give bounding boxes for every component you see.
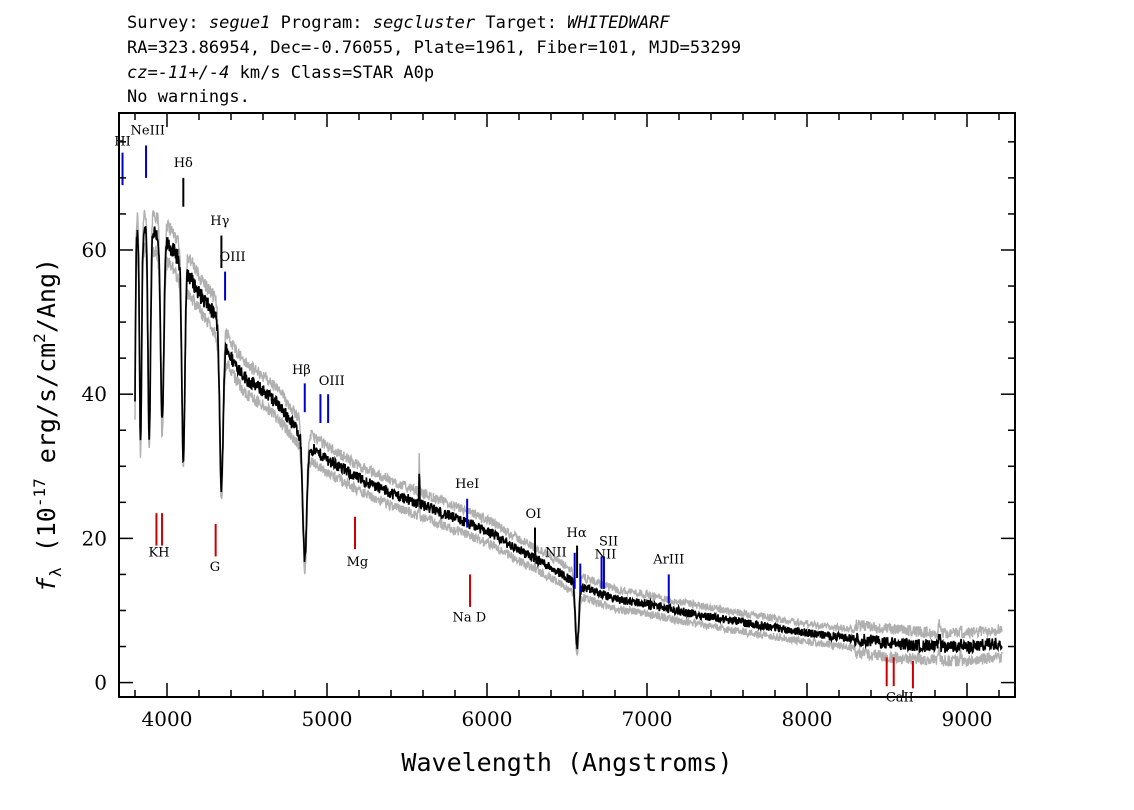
header-line-2: RA=323.86954, Dec=-0.76055, Plate=1961, … <box>127 38 742 58</box>
cz-rest: km/s Class=STAR A0p <box>229 63 435 83</box>
emission-label: NeIII <box>131 124 165 139</box>
y-title-sub: λ <box>46 567 65 577</box>
survey-value: segue1 <box>208 13 271 33</box>
emission-label: ArIII <box>652 553 684 568</box>
survey-label: Survey: <box>127 13 199 33</box>
emission-label: SII <box>599 535 618 550</box>
absorption-label: Na D <box>453 610 487 625</box>
emission-label: Hα <box>567 526 587 541</box>
y-title-post: /Ang) <box>32 258 61 333</box>
emission-label: NII <box>545 545 567 560</box>
target-label: Target: <box>485 13 557 33</box>
x-tick-label: 4000 <box>142 707 193 731</box>
emission-label: HeI <box>455 477 479 492</box>
error-lower-line <box>134 242 1003 667</box>
x-axis-title: Wavelength (Angstroms) <box>401 748 732 777</box>
x-tick-label: 7000 <box>622 707 673 731</box>
y-tick-label: 20 <box>82 526 107 550</box>
flux-layer <box>134 226 1003 655</box>
axes-layer: 4000 5000 6000 7000 8000 9000 0 20 40 60 <box>82 112 1016 731</box>
cz-value: -11+/-4 <box>157 63 230 83</box>
emission-label: OIII <box>220 250 246 265</box>
emission-label: Hγ <box>210 214 229 229</box>
header-line-4: No warnings. <box>127 87 250 107</box>
plot-frame <box>118 112 1016 698</box>
header-line-3: cz=-11+/-4 km/s Class=STAR A0p <box>127 63 435 83</box>
target-value: WHITEDWARF <box>567 13 670 33</box>
header-line-1: Survey: segue1 Program: segcluster Targe… <box>127 12 670 34</box>
emission-label: OIII <box>319 374 345 389</box>
y-axis-title: fλ (10-17 erg/s/cm2/Ang) <box>30 258 65 592</box>
error-upper-line <box>134 209 1003 642</box>
emission-label: Hβ <box>292 363 311 378</box>
absorption-label: Mg <box>347 555 369 570</box>
emission-label: NII <box>595 548 617 563</box>
absorption-label: KH <box>148 545 169 560</box>
emission-label: OI <box>526 507 542 522</box>
program-value: segcluster <box>372 13 476 33</box>
error-layer <box>134 209 1003 667</box>
y-title-pre: (10 <box>32 507 61 567</box>
x-tick-label: 5000 <box>302 707 353 731</box>
y-tick-label: 60 <box>82 238 107 262</box>
cz-label: cz <box>127 63 148 83</box>
flux-line <box>134 226 1003 655</box>
y-title-mid: erg/s/cm <box>32 343 61 478</box>
program-label: Program: <box>280 13 363 33</box>
x-tick-label: 9000 <box>942 707 993 731</box>
y-title-exp2: 2 <box>30 333 49 343</box>
x-tick-label: 8000 <box>782 707 833 731</box>
absorption-label: G <box>210 560 220 575</box>
y-tick-label: 40 <box>82 382 107 406</box>
y-title-f: f <box>32 576 61 592</box>
emission-label: Hδ <box>174 156 193 171</box>
x-tick-label: 6000 <box>462 707 513 731</box>
y-title-exp: -17 <box>30 478 49 507</box>
y-tick-label: 0 <box>94 671 107 695</box>
